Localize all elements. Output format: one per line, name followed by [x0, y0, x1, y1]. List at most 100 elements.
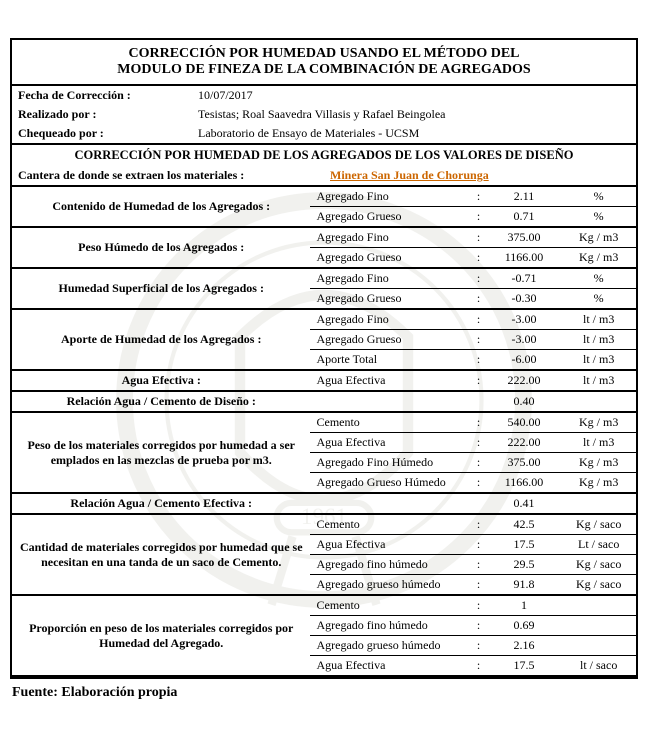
unit-cell: %	[561, 187, 636, 207]
cantera-row: Cantera de donde se extraen los material…	[12, 166, 636, 187]
meta-chequeado-label: Chequeado por :	[12, 124, 192, 143]
group-desc: Proporción en peso de los materiales cor…	[12, 595, 310, 676]
value-cell: 2.11	[487, 187, 562, 207]
item-cell: Agregado Grueso	[310, 330, 470, 350]
unit-cell: Kg / m3	[561, 227, 636, 248]
colon-cell: :	[470, 248, 486, 269]
item-cell: Agregado Grueso	[310, 289, 470, 310]
colon-cell: :	[470, 350, 486, 371]
colon-cell: :	[470, 555, 486, 575]
unit-cell: lt / saco	[561, 656, 636, 677]
colon-cell: :	[470, 268, 486, 289]
title-block: CORRECCIÓN POR HUMEDAD USANDO EL MÉTODO …	[12, 40, 636, 86]
unit-cell: Kg / saco	[561, 575, 636, 596]
item-cell: Agregado grueso húmedo	[310, 575, 470, 596]
colon-cell: :	[470, 370, 486, 391]
unit-cell: Kg / saco	[561, 555, 636, 575]
item-cell: Cemento	[310, 412, 470, 433]
table-row: Aporte de Humedad de los Agregados :Agre…	[12, 309, 636, 330]
item-cell: Agregado fino húmedo	[310, 616, 470, 636]
meta-realizado-label: Realizado por :	[12, 105, 192, 124]
item-cell: Agregado Fino	[310, 187, 470, 207]
item-cell	[310, 493, 470, 514]
footer-source: Fuente: Elaboración propia	[10, 679, 638, 707]
value-cell: 0.69	[487, 616, 562, 636]
unit-cell: Lt / saco	[561, 535, 636, 555]
unit-cell: lt / m3	[561, 330, 636, 350]
group-desc: Contenido de Humedad de los Agregados :	[12, 187, 310, 227]
meta-fecha-label: Fecha de Corrección :	[12, 86, 192, 105]
unit-cell: lt / m3	[561, 309, 636, 330]
unit-cell: Kg / m3	[561, 248, 636, 269]
colon-cell: :	[470, 575, 486, 596]
value-cell: -0.71	[487, 268, 562, 289]
item-cell: Agregado Fino Húmedo	[310, 453, 470, 473]
item-cell: Cemento	[310, 514, 470, 535]
item-cell: Agregado Fino	[310, 268, 470, 289]
colon-cell: :	[470, 207, 486, 228]
table-row: Cantidad de materiales corregidos por hu…	[12, 514, 636, 535]
value-cell: 42.5	[487, 514, 562, 535]
value-cell: 222.00	[487, 433, 562, 453]
table-row: Relación Agua / Cemento de Diseño :0.40	[12, 391, 636, 412]
colon-cell: :	[470, 309, 486, 330]
value-cell: -6.00	[487, 350, 562, 371]
item-cell: Aporte Total	[310, 350, 470, 371]
section-header: CORRECCIÓN POR HUMEDAD DE LOS AGREGADOS …	[12, 145, 636, 166]
value-cell: 91.8	[487, 575, 562, 596]
unit-cell	[561, 493, 636, 514]
unit-cell	[561, 616, 636, 636]
table-row: Humedad Superficial de los Agregados :Ag…	[12, 268, 636, 289]
value-cell: 1	[487, 595, 562, 616]
value-cell: 1166.00	[487, 473, 562, 494]
unit-cell: %	[561, 207, 636, 228]
unit-cell	[561, 391, 636, 412]
unit-cell: Kg / m3	[561, 412, 636, 433]
colon-cell: :	[470, 656, 486, 677]
meta-grid: Fecha de Corrección : 10/07/2017 Realiza…	[12, 86, 636, 145]
meta-realizado-value: Tesistas; Roal Saavedra Villasis y Rafae…	[192, 105, 636, 124]
colon-cell: :	[470, 289, 486, 310]
unit-cell	[561, 636, 636, 656]
group-desc: Agua Efectiva :	[12, 370, 310, 391]
colon-cell: :	[470, 535, 486, 555]
colon-cell: :	[470, 227, 486, 248]
value-cell: -3.00	[487, 330, 562, 350]
value-cell: 0.71	[487, 207, 562, 228]
value-cell: 0.40	[487, 391, 562, 412]
value-cell: -3.00	[487, 309, 562, 330]
table-row: Contenido de Humedad de los Agregados :A…	[12, 187, 636, 207]
value-cell: 375.00	[487, 227, 562, 248]
colon-cell: :	[470, 473, 486, 494]
item-cell: Agua Efectiva	[310, 656, 470, 677]
colon-cell: :	[470, 330, 486, 350]
item-cell: Agua Efectiva	[310, 535, 470, 555]
unit-cell: Kg / m3	[561, 473, 636, 494]
table-row: Peso Húmedo de los Agregados :Agregado F…	[12, 227, 636, 248]
value-cell: 17.5	[487, 656, 562, 677]
item-cell: Agregado Grueso Húmedo	[310, 473, 470, 494]
unit-cell: %	[561, 268, 636, 289]
colon-cell	[470, 493, 486, 514]
value-cell: 540.00	[487, 412, 562, 433]
item-cell: Cemento	[310, 595, 470, 616]
colon-cell: :	[470, 595, 486, 616]
colon-cell: :	[470, 453, 486, 473]
item-cell: Agregado Grueso	[310, 248, 470, 269]
group-desc: Peso Húmedo de los Agregados :	[12, 227, 310, 268]
value-cell: 0.41	[487, 493, 562, 514]
table-row: Peso de los materiales corregidos por hu…	[12, 412, 636, 433]
colon-cell: :	[470, 187, 486, 207]
value-cell: 17.5	[487, 535, 562, 555]
value-cell: 29.5	[487, 555, 562, 575]
item-cell: Agua Efectiva	[310, 370, 470, 391]
unit-cell: lt / m3	[561, 433, 636, 453]
document-frame: CORRECCIÓN POR HUMEDAD USANDO EL MÉTODO …	[10, 38, 638, 679]
item-cell: Agregado grueso húmedo	[310, 636, 470, 656]
table-row: Relación Agua / Cemento Efectiva :0.41	[12, 493, 636, 514]
item-cell: Agregado Fino	[310, 309, 470, 330]
item-cell: Agregado fino húmedo	[310, 555, 470, 575]
colon-cell: :	[470, 616, 486, 636]
title-line-1: CORRECCIÓN POR HUMEDAD USANDO EL MÉTODO …	[16, 46, 632, 62]
unit-cell: lt / m3	[561, 370, 636, 391]
